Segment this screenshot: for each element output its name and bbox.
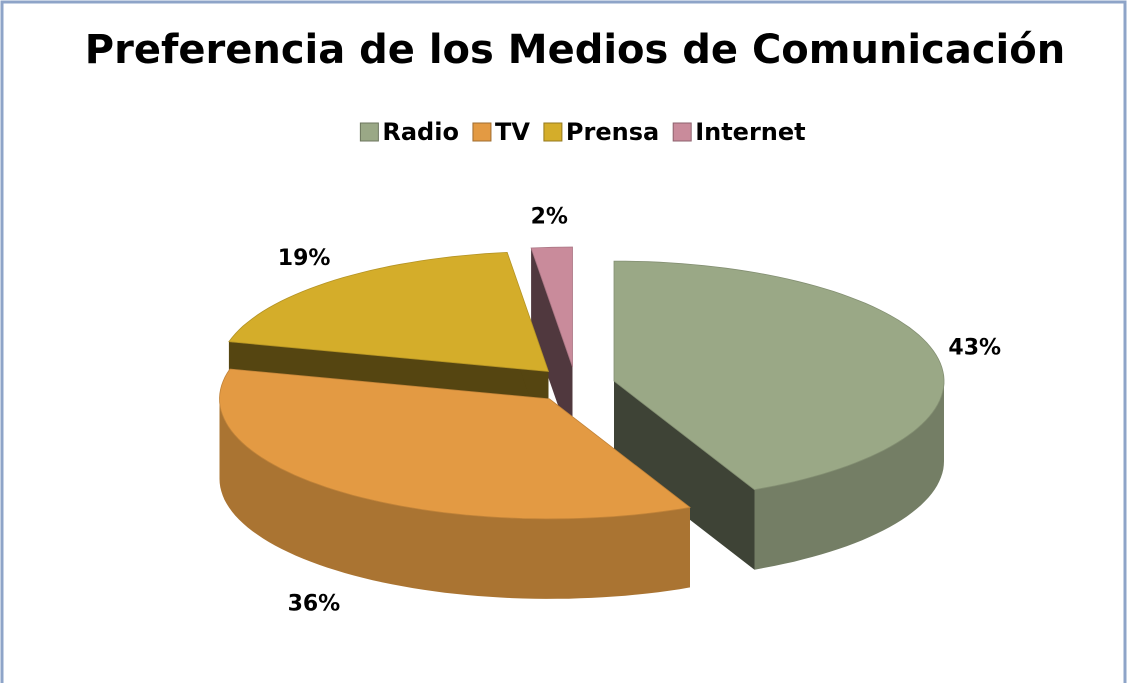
legend-swatch xyxy=(543,122,563,142)
slice xyxy=(219,368,691,520)
chart-title: Preferencia de los Medios de Comunicació… xyxy=(85,27,1065,73)
legend-item: Radio xyxy=(359,118,459,146)
slice-wall xyxy=(219,398,690,599)
legend-swatch xyxy=(472,122,492,142)
legend-swatch xyxy=(672,122,692,142)
slice-wall xyxy=(754,381,944,570)
legend-item: Internet xyxy=(672,118,806,146)
slice xyxy=(530,246,573,368)
data-label: 2% xyxy=(531,204,568,229)
legend-item: Prensa xyxy=(543,118,659,146)
legend-swatch xyxy=(359,122,379,142)
legend-label: Prensa xyxy=(566,118,659,146)
data-label: 19% xyxy=(278,246,331,271)
legend: Radio TV Prensa Internet xyxy=(359,118,806,146)
slice-side xyxy=(614,381,755,570)
slice-side xyxy=(531,248,573,447)
data-label: 36% xyxy=(288,591,341,616)
slice xyxy=(613,260,945,491)
legend-label: TV xyxy=(495,118,530,146)
legend-item: TV xyxy=(472,118,530,146)
pie: 43% 36% 19% 2% xyxy=(219,204,1001,616)
slice xyxy=(228,251,550,372)
legend-label: Internet xyxy=(695,118,805,146)
legend-label: Radio xyxy=(382,118,459,146)
data-label: 43% xyxy=(948,335,1001,360)
